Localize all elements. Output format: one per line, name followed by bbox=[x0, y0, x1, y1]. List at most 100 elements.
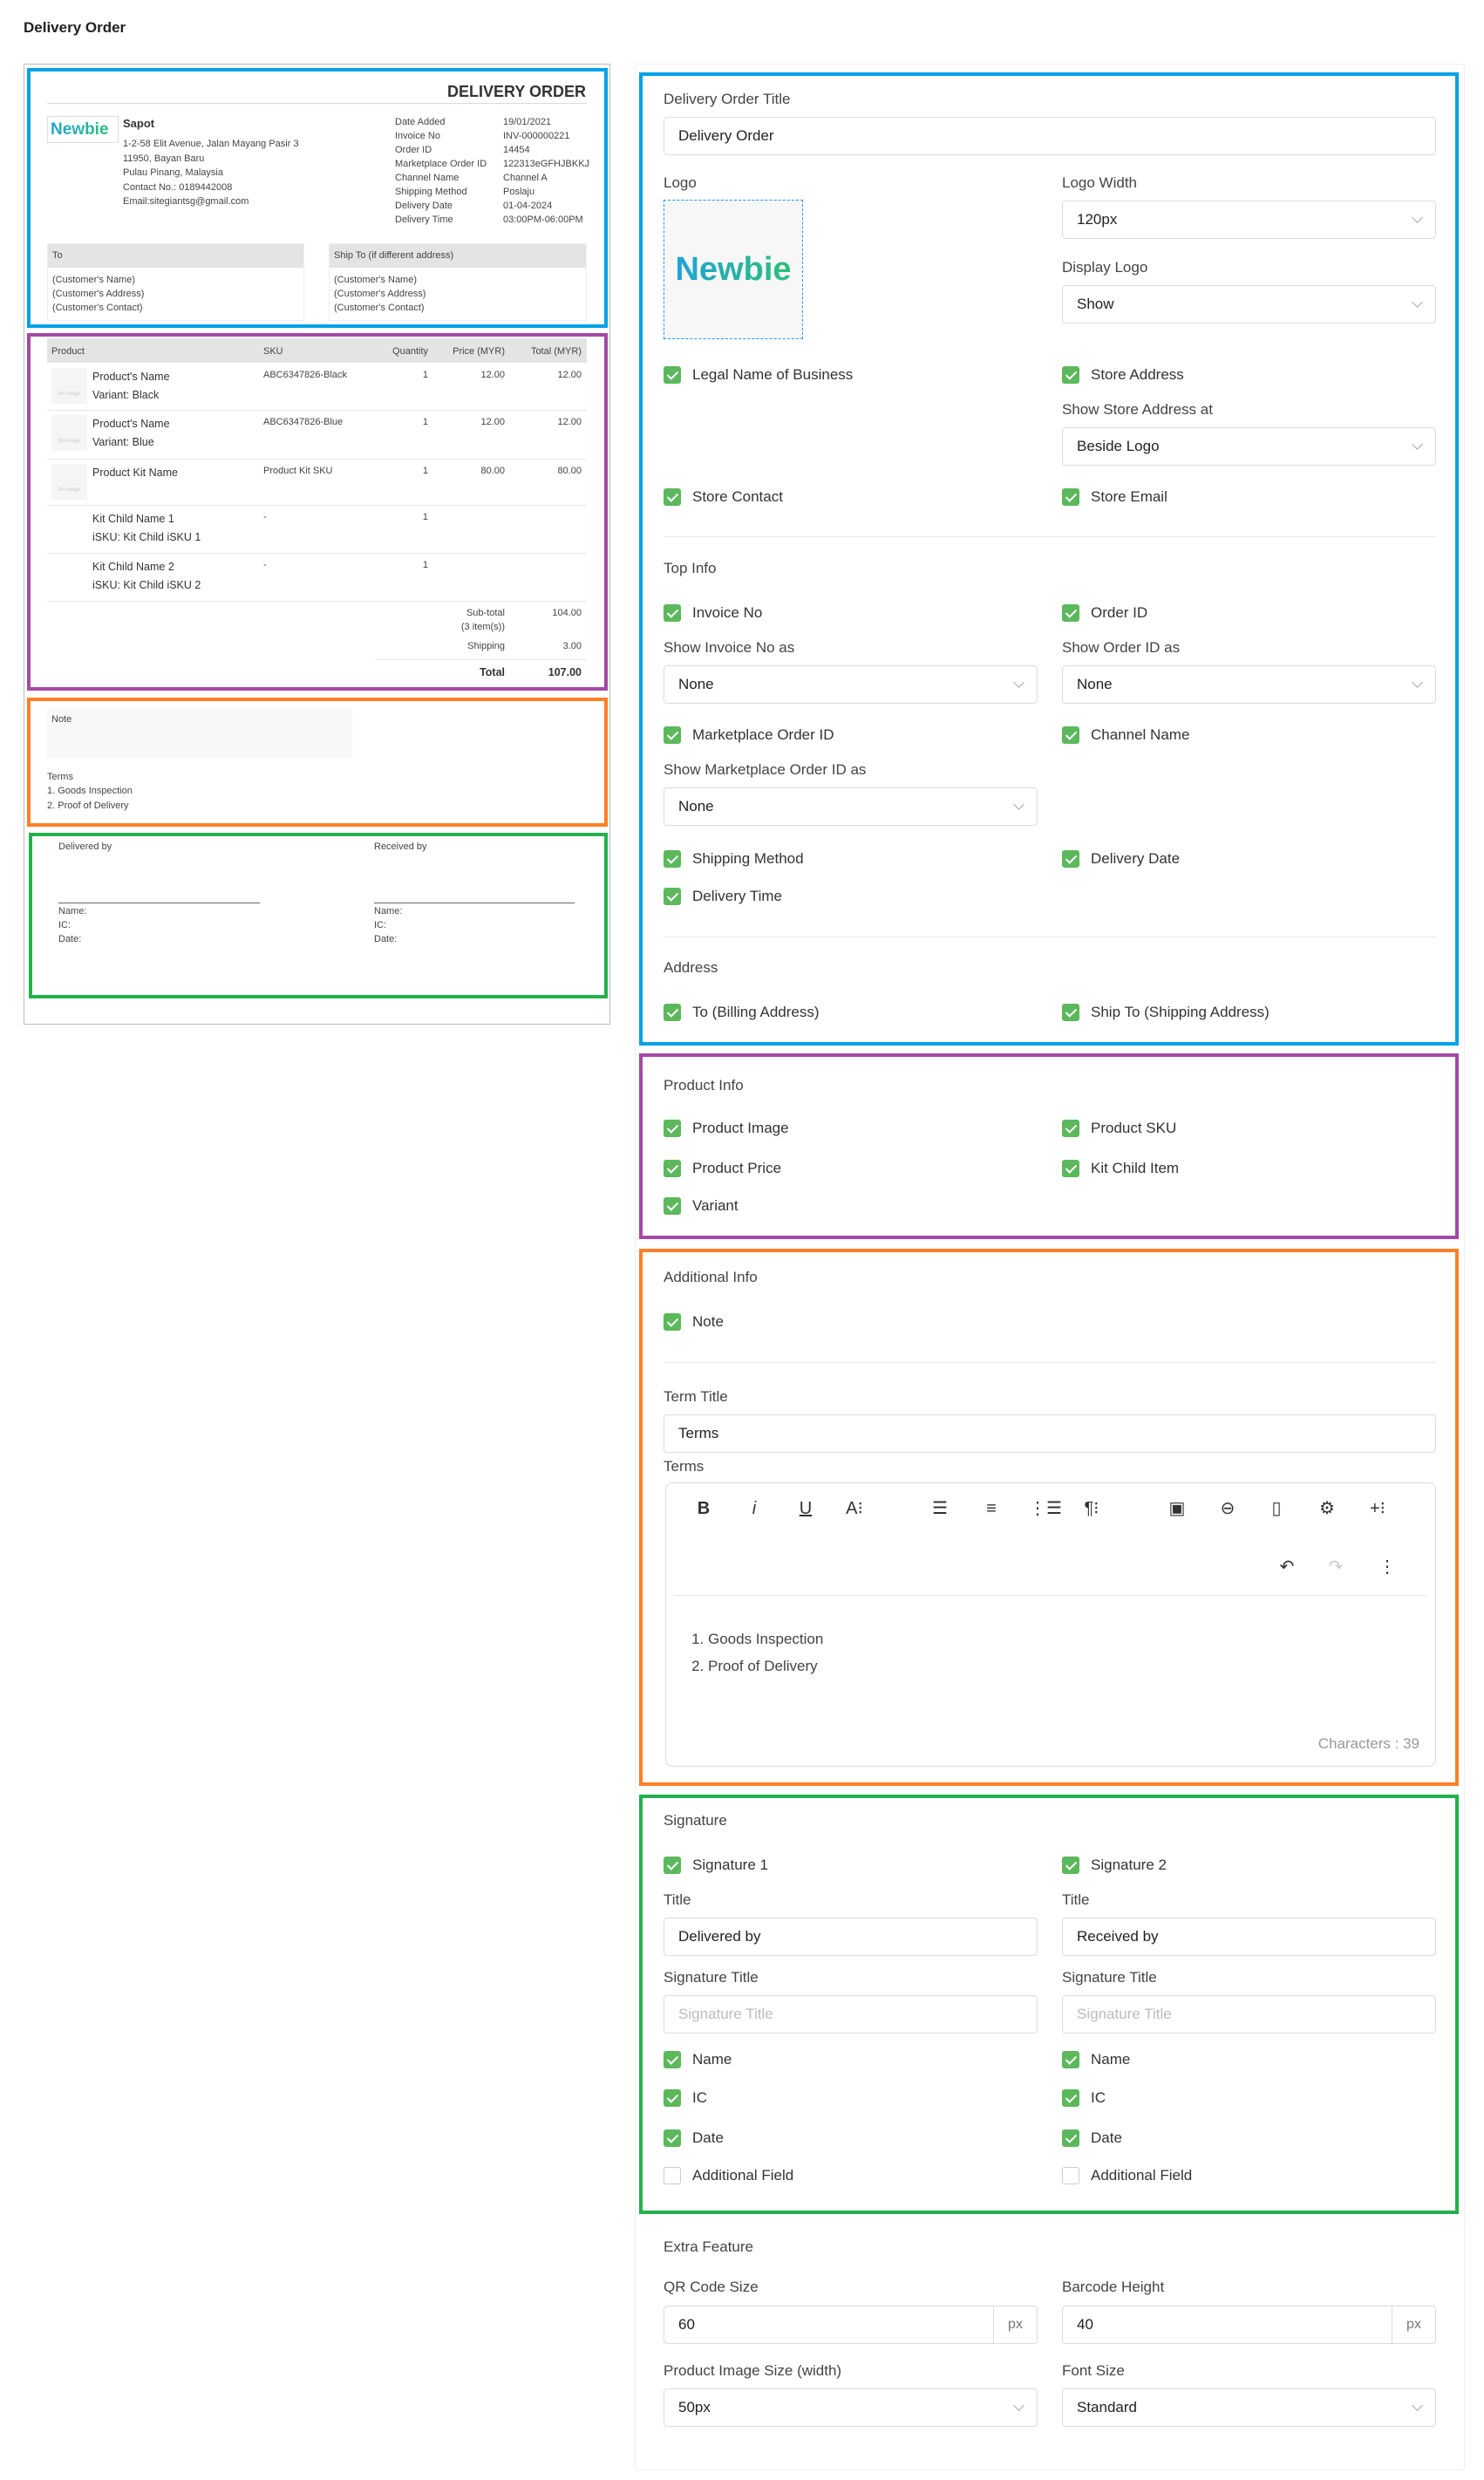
sig1-ic-checkbox[interactable] bbox=[664, 2089, 681, 2107]
display-logo-select[interactable]: Show bbox=[1062, 285, 1436, 324]
sig1-additional-checkbox[interactable] bbox=[664, 2167, 681, 2184]
font-size-select[interactable]: Standard bbox=[1062, 2388, 1436, 2427]
kit-child-checkbox[interactable] bbox=[1062, 1160, 1079, 1177]
product-sku: Product Kit SKU bbox=[263, 466, 333, 476]
store-address-checkbox[interactable] bbox=[1062, 366, 1079, 384]
preview-additional-section bbox=[27, 698, 608, 827]
shipping-method-checkbox[interactable] bbox=[664, 850, 681, 868]
link-icon[interactable]: ⊖ bbox=[1220, 1499, 1236, 1518]
font-size-icon[interactable]: A⁝ bbox=[846, 1499, 863, 1518]
store-address-at-select[interactable]: Beside Logo bbox=[1062, 427, 1436, 466]
invoice-as-label: Show Invoice No as bbox=[664, 639, 795, 656]
logo-label: Logo bbox=[664, 174, 697, 191]
sig1-date-label: Date bbox=[692, 2129, 724, 2146]
product-image-checkbox[interactable] bbox=[664, 1120, 681, 1137]
image-size-select[interactable]: 50px bbox=[664, 2388, 1038, 2427]
table-row-divider bbox=[47, 601, 587, 602]
paragraph-icon[interactable]: ¶⁝ bbox=[1084, 1499, 1099, 1518]
logo-width-select[interactable]: 120px bbox=[1062, 201, 1436, 239]
sig2-name-checkbox[interactable] bbox=[1062, 2051, 1079, 2068]
preview-logo: Newbie bbox=[47, 116, 119, 143]
product-name: Kit Child Name 2 bbox=[92, 561, 174, 573]
sig2-date-checkbox[interactable] bbox=[1062, 2129, 1079, 2147]
product-sku-checkbox[interactable] bbox=[1062, 1120, 1079, 1137]
undo-icon[interactable]: ↶ bbox=[1279, 1557, 1295, 1577]
redo-icon[interactable]: ↷ bbox=[1328, 1557, 1344, 1577]
marketplace-as-select[interactable]: None bbox=[664, 787, 1038, 826]
shipping-label: Shipping bbox=[467, 641, 505, 651]
sig1-title-input[interactable]: Delivered by bbox=[664, 1918, 1038, 1956]
product-sub: Variant: Blue bbox=[92, 436, 154, 448]
sig2-signature-title-input[interactable]: Signature Title bbox=[1062, 1995, 1436, 2034]
barcode-height-input[interactable]: 40 bbox=[1062, 2306, 1392, 2344]
kit-child-label: Kit Child Item bbox=[1091, 1160, 1180, 1176]
sig1-title-label: Title bbox=[664, 1891, 691, 1908]
order-as-label: Show Order ID as bbox=[1062, 639, 1181, 656]
delivery-time-checkbox[interactable] bbox=[664, 888, 681, 905]
sig2-title-input[interactable]: Received by bbox=[1062, 1918, 1436, 1956]
order-id-checkbox[interactable] bbox=[1062, 604, 1079, 622]
terms-item: 2. Proof of Delivery bbox=[47, 801, 129, 811]
terms-editor-content[interactable]: Goods Inspection Proof of Delivery bbox=[689, 1625, 823, 1679]
channel-name-checkbox[interactable] bbox=[1062, 726, 1079, 744]
gear-icon[interactable]: ⚙ bbox=[1319, 1499, 1335, 1518]
to-billing-label: To (Billing Address) bbox=[692, 1004, 820, 1020]
variant-checkbox[interactable] bbox=[664, 1197, 681, 1215]
align-center-icon[interactable]: ≡ bbox=[986, 1499, 997, 1518]
signature-block-2: Received by Name: IC: Date: bbox=[374, 840, 575, 946]
product-image-placeholder: No image bbox=[51, 368, 87, 404]
marketplace-id-checkbox[interactable] bbox=[664, 726, 681, 744]
sig2-title-label: Title bbox=[1062, 1891, 1090, 1908]
sig2-checkbox[interactable] bbox=[1062, 1857, 1079, 1874]
order-as-select[interactable]: None bbox=[1062, 665, 1436, 704]
sig2-additional-label: Additional Field bbox=[1091, 2167, 1193, 2184]
qr-size-input[interactable]: 60 bbox=[664, 2306, 994, 2344]
title-input[interactable]: Delivery Order bbox=[664, 117, 1436, 155]
italic-icon[interactable]: i bbox=[752, 1499, 757, 1518]
ship-to-checkbox[interactable] bbox=[1062, 1004, 1079, 1021]
note-box bbox=[47, 708, 352, 759]
sig1-name-checkbox[interactable] bbox=[664, 2051, 681, 2068]
marketplace-id-label: Marketplace Order ID bbox=[692, 726, 834, 743]
sig2-additional-checkbox[interactable] bbox=[1062, 2167, 1079, 2184]
invoice-as-select[interactable]: None bbox=[664, 665, 1038, 704]
legal-name-checkbox[interactable] bbox=[664, 366, 681, 384]
product-price: 12.00 bbox=[480, 417, 505, 427]
align-left-icon[interactable]: ☰ bbox=[932, 1499, 948, 1518]
insert-more-icon[interactable]: +⁝ bbox=[1369, 1499, 1386, 1518]
invoice-no-checkbox[interactable] bbox=[664, 604, 681, 622]
sig2-signature-title-label: Signature Title bbox=[1062, 1969, 1157, 1986]
sig1-signature-title-input[interactable]: Signature Title bbox=[664, 1995, 1038, 2034]
logo-width-label: Logo Width bbox=[1062, 174, 1137, 191]
terms-editor[interactable] bbox=[665, 1482, 1436, 1767]
store-address-at-label: Show Store Address at bbox=[1062, 401, 1213, 418]
term-title-input[interactable]: Terms bbox=[664, 1414, 1436, 1453]
preview-signature-section bbox=[29, 833, 608, 998]
sig2-ic-label: IC bbox=[1091, 2089, 1106, 2106]
sig1-checkbox[interactable] bbox=[664, 1857, 681, 1874]
total-label: Total bbox=[480, 666, 505, 678]
delivery-date-checkbox[interactable] bbox=[1062, 850, 1079, 868]
note-checkbox[interactable] bbox=[664, 1313, 681, 1331]
store-email-checkbox[interactable] bbox=[1062, 488, 1079, 506]
image-size-label: Product Image Size (width) bbox=[664, 2362, 842, 2379]
channel-name-label: Channel Name bbox=[1091, 726, 1190, 743]
sig1-date-checkbox[interactable] bbox=[664, 2129, 681, 2147]
logo-upload[interactable]: Newbie bbox=[664, 200, 803, 339]
marketplace-as-label: Show Marketplace Order ID as bbox=[664, 761, 867, 778]
total-value: 107.00 bbox=[548, 666, 582, 678]
extra-feature-heading: Extra Feature bbox=[664, 2238, 753, 2255]
ordered-list-icon[interactable]: ⋮☰ bbox=[1029, 1499, 1062, 1518]
image-icon[interactable]: ▣ bbox=[1168, 1499, 1186, 1518]
product-price-checkbox[interactable] bbox=[664, 1160, 681, 1177]
sig2-ic-checkbox[interactable] bbox=[1062, 2089, 1079, 2107]
document-preview bbox=[24, 64, 610, 1025]
file-icon[interactable]: ▯ bbox=[1271, 1499, 1282, 1518]
settings-product-section bbox=[639, 1053, 1459, 1239]
store-contact-checkbox[interactable] bbox=[664, 488, 681, 506]
underline-icon[interactable]: U bbox=[799, 1499, 813, 1518]
product-qty: 1 bbox=[422, 370, 428, 380]
bold-icon[interactable]: B bbox=[697, 1499, 711, 1518]
more-options-icon[interactable]: ⋮ bbox=[1378, 1557, 1396, 1577]
to-billing-checkbox[interactable] bbox=[664, 1004, 681, 1021]
